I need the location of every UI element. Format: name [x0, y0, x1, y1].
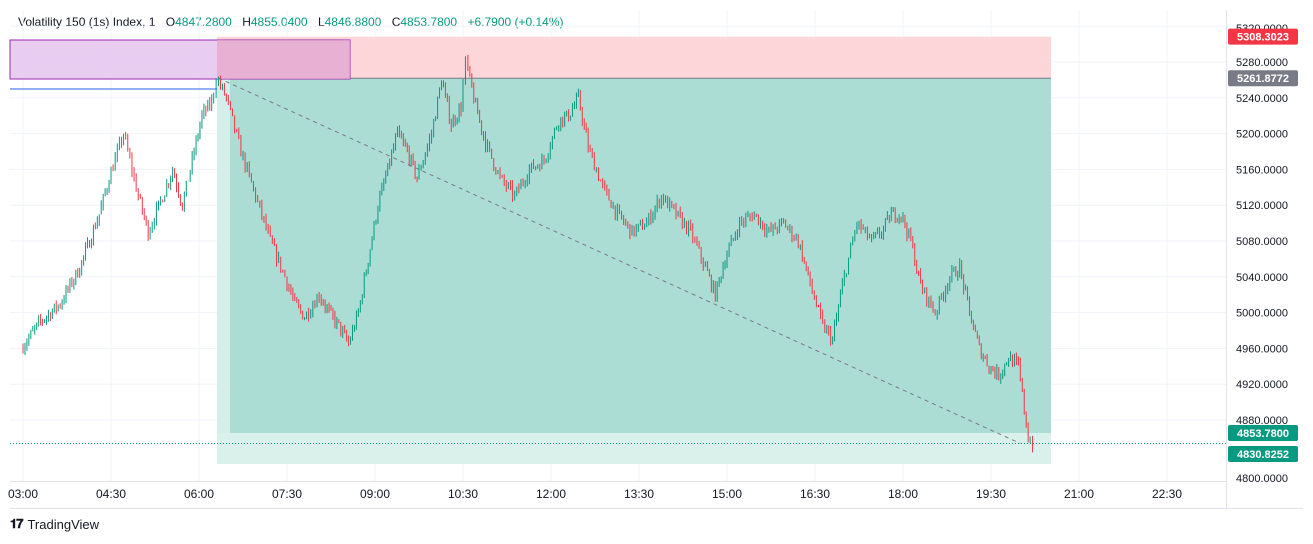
price-tick: 5040.0000 — [1236, 272, 1288, 284]
open-label: O — [165, 15, 176, 29]
time-tick: 22:30 — [1152, 487, 1182, 501]
price-labels: 5308.3023 5261.8772 4853.7800 4830.8252 — [1228, 28, 1298, 462]
overlays — [10, 77, 1226, 444]
price-tick: 5160.0000 — [1236, 164, 1288, 176]
price-label-text: 4853.7800 — [1237, 428, 1289, 440]
price-tick: 5280.0000 — [1236, 57, 1288, 69]
low-value: 4846.8800 — [324, 15, 382, 29]
time-tick: 10:30 — [448, 487, 478, 501]
time-tick: 15:00 — [712, 487, 742, 501]
open-value: 4847.2800 — [175, 15, 232, 29]
high-label: H — [242, 15, 251, 29]
low-label: L — [317, 15, 325, 29]
bottom-border — [10, 508, 1303, 509]
time-tick: 18:00 — [888, 487, 918, 501]
change-value: +6.7900 (+0.14%) — [467, 15, 564, 29]
take-profit-zone — [217, 78, 1051, 465]
price-label: 4853.7800 — [1228, 425, 1298, 441]
price-tick: 5080.0000 — [1236, 236, 1288, 248]
time-tick: 19:30 — [976, 487, 1006, 501]
price-tick: 5000.0000 — [1236, 308, 1288, 320]
time-axis[interactable]: 03:00 04:30 06:00 07:30 09:00 10:30 12:00 13:30… — [8, 487, 1182, 501]
price-label: 5261.8772 — [1228, 70, 1298, 87]
high-value: 4855.0400 — [250, 15, 308, 29]
brand-text: TradingView — [27, 516, 100, 532]
price-label-text: 5308.3023 — [1237, 32, 1289, 44]
price-tick: 4800.0000 — [1236, 473, 1288, 485]
close-label: C — [391, 15, 401, 29]
price-label-text: 4830.8252 — [1237, 449, 1289, 461]
entry-zone-edge — [217, 78, 230, 433]
price-label-bg — [1228, 425, 1298, 441]
price-label: 5308.3023 — [1228, 28, 1298, 45]
time-tick: 07:30 — [272, 487, 302, 501]
close-value: 4853.7800 — [400, 15, 458, 29]
time-tick: 16:30 — [800, 487, 830, 501]
tradingview-logo-icon[interactable]: 𝟏𝟕 — [10, 516, 24, 531]
time-tick: 13:30 — [624, 487, 654, 501]
time-tick: 04:30 — [96, 487, 126, 501]
stop-loss-zone — [217, 36, 1051, 79]
footer-brand: 𝟏𝟕 TradingView — [10, 516, 99, 532]
time-tick: 03:00 — [8, 487, 38, 501]
overlap-rectangle — [217, 40, 350, 79]
time-tick: 21:00 — [1064, 487, 1094, 501]
time-axis-border — [10, 481, 1226, 482]
price-label-bg — [1228, 28, 1298, 45]
price-label-bg — [1228, 70, 1298, 87]
price-tick: 4960.0000 — [1236, 343, 1288, 355]
time-tick: 06:00 — [184, 487, 214, 501]
target-zone-tail — [217, 433, 1051, 465]
position-zones — [9, 36, 1051, 465]
price-tick: 4880.0000 — [1236, 415, 1288, 427]
price-label-bg — [1228, 446, 1298, 462]
price-axis-border — [1226, 10, 1227, 510]
symbol-title: Volatility 150 (1s) Index, 1 — [18, 15, 156, 29]
candles — [22, 54, 1034, 453]
price-tick: 5200.0000 — [1236, 129, 1288, 141]
price-label: 4830.8252 — [1228, 446, 1298, 462]
price-tick: 4920.0000 — [1236, 379, 1288, 391]
price-label-text: 5261.8772 — [1237, 73, 1289, 85]
price-axis[interactable]: 5320.00005280.00005240.00005200.00005160… — [1236, 23, 1288, 485]
symbol-legend: Volatility 150 (1s) Index, 1 O4847.2800 … — [18, 15, 564, 29]
time-tick: 09:00 — [360, 487, 390, 501]
price-tick: 5120.0000 — [1236, 200, 1288, 212]
time-tick: 12:00 — [536, 487, 566, 501]
price-tick: 5240.0000 — [1236, 93, 1288, 105]
trend-line — [218, 77, 1021, 444]
